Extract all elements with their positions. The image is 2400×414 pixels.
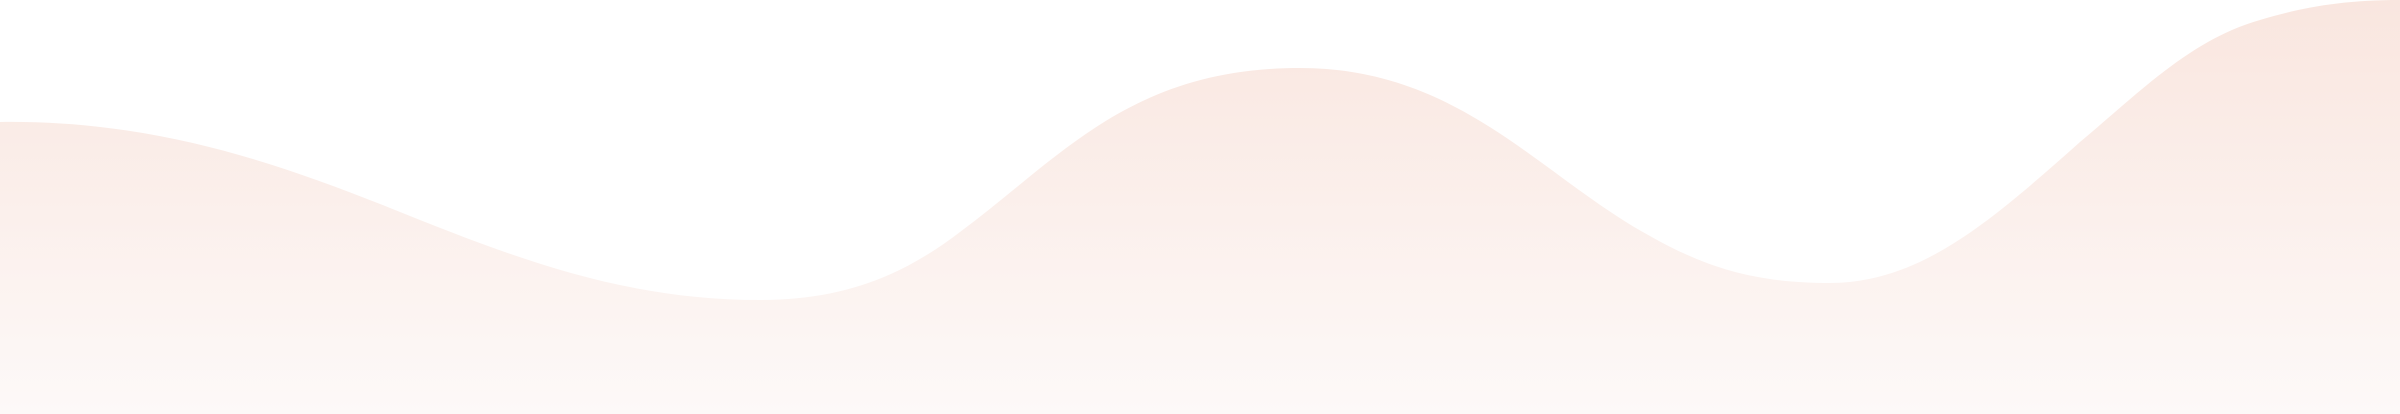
wave-fill-path (0, 0, 2400, 414)
decorative-wave-banner (0, 0, 2400, 414)
wave-shape-graphic (0, 0, 2400, 414)
